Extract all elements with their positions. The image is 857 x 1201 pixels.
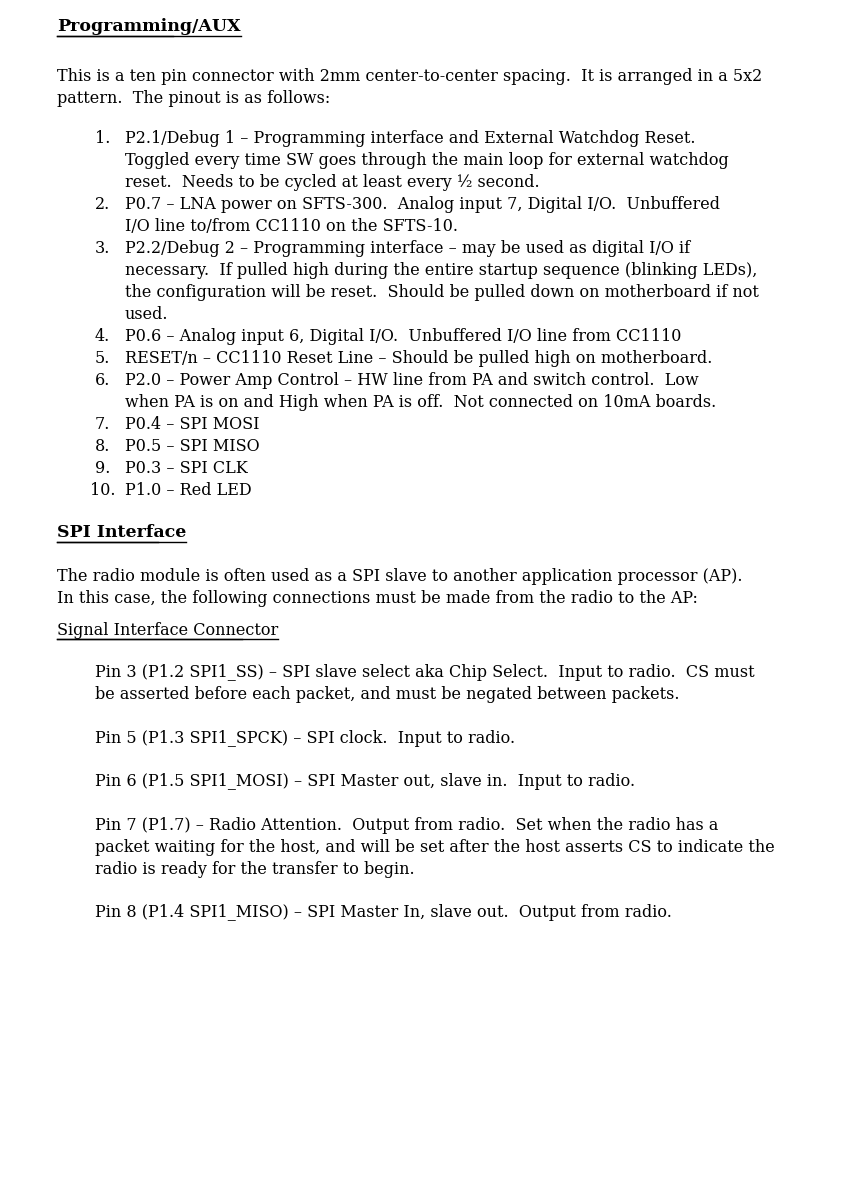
Text: 3.: 3. [95,240,111,257]
Text: used.: used. [125,306,169,323]
Text: Pin 7 (P1.7) – Radio Attention.  Output from radio.  Set when the radio has a: Pin 7 (P1.7) – Radio Attention. Output f… [95,817,718,833]
Text: 9.: 9. [95,460,111,477]
Text: P0.3 – SPI CLK: P0.3 – SPI CLK [125,460,248,477]
Text: Programming/AUX: Programming/AUX [57,18,241,35]
Text: 8.: 8. [95,438,111,455]
Text: Toggled every time SW goes through the main loop for external watchdog: Toggled every time SW goes through the m… [125,153,728,169]
Text: Pin 3 (P1.2 SPI1_SS) – SPI slave select aka Chip Select.  Input to radio.  CS mu: Pin 3 (P1.2 SPI1_SS) – SPI slave select … [95,664,755,681]
Text: 6.: 6. [95,372,111,389]
Text: necessary.  If pulled high during the entire startup sequence (blinking LEDs),: necessary. If pulled high during the ent… [125,262,758,279]
Text: I/O line to/from CC1110 on the SFTS-10.: I/O line to/from CC1110 on the SFTS-10. [125,219,458,235]
Text: P2.0 – Power Amp Control – HW line from PA and switch control.  Low: P2.0 – Power Amp Control – HW line from … [125,372,698,389]
Text: pattern.  The pinout is as follows:: pattern. The pinout is as follows: [57,90,330,107]
Text: when PA is on and High when PA is off.  Not connected on 10mA boards.: when PA is on and High when PA is off. N… [125,394,716,411]
Text: P2.2/Debug 2 – Programming interface – may be used as digital I/O if: P2.2/Debug 2 – Programming interface – m… [125,240,690,257]
Text: Pin 8 (P1.4 SPI1_MISO) – SPI Master In, slave out.  Output from radio.: Pin 8 (P1.4 SPI1_MISO) – SPI Master In, … [95,904,672,921]
Text: be asserted before each packet, and must be negated between packets.: be asserted before each packet, and must… [95,686,680,703]
Text: The radio module is often used as a SPI slave to another application processor (: The radio module is often used as a SPI … [57,568,742,585]
Text: P1.0 – Red LED: P1.0 – Red LED [125,482,252,498]
Text: 1.: 1. [95,130,111,147]
Text: Signal Interface Connector: Signal Interface Connector [57,622,279,639]
Text: 2.: 2. [95,196,111,213]
Text: reset.  Needs to be cycled at least every ½ second.: reset. Needs to be cycled at least every… [125,174,540,191]
Text: P0.6 – Analog input 6, Digital I/O.  Unbuffered I/O line from CC1110: P0.6 – Analog input 6, Digital I/O. Unbu… [125,328,681,345]
Text: packet waiting for the host, and will be set after the host asserts CS to indica: packet waiting for the host, and will be… [95,839,775,856]
Text: Pin 5 (P1.3 SPI1_SPCK) – SPI clock.  Input to radio.: Pin 5 (P1.3 SPI1_SPCK) – SPI clock. Inpu… [95,730,515,747]
Text: 10.: 10. [90,482,116,498]
Text: In this case, the following connections must be made from the radio to the AP:: In this case, the following connections … [57,590,698,607]
Text: P0.4 – SPI MOSI: P0.4 – SPI MOSI [125,416,260,434]
Text: Pin 6 (P1.5 SPI1_MOSI) – SPI Master out, slave in.  Input to radio.: Pin 6 (P1.5 SPI1_MOSI) – SPI Master out,… [95,773,635,790]
Text: P0.7 – LNA power on SFTS-300.  Analog input 7, Digital I/O.  Unbuffered: P0.7 – LNA power on SFTS-300. Analog inp… [125,196,720,213]
Text: P0.5 – SPI MISO: P0.5 – SPI MISO [125,438,260,455]
Text: This is a ten pin connector with 2mm center-to-center spacing.  It is arranged i: This is a ten pin connector with 2mm cen… [57,68,762,85]
Text: 4.: 4. [95,328,111,345]
Text: SPI Interface: SPI Interface [57,524,186,540]
Text: radio is ready for the transfer to begin.: radio is ready for the transfer to begin… [95,861,415,878]
Text: 5.: 5. [95,349,111,368]
Text: 7.: 7. [95,416,111,434]
Text: P2.1/Debug 1 – Programming interface and External Watchdog Reset.: P2.1/Debug 1 – Programming interface and… [125,130,696,147]
Text: RESET/n – CC1110 Reset Line – Should be pulled high on motherboard.: RESET/n – CC1110 Reset Line – Should be … [125,349,712,368]
Text: the configuration will be reset.  Should be pulled down on motherboard if not: the configuration will be reset. Should … [125,283,759,301]
